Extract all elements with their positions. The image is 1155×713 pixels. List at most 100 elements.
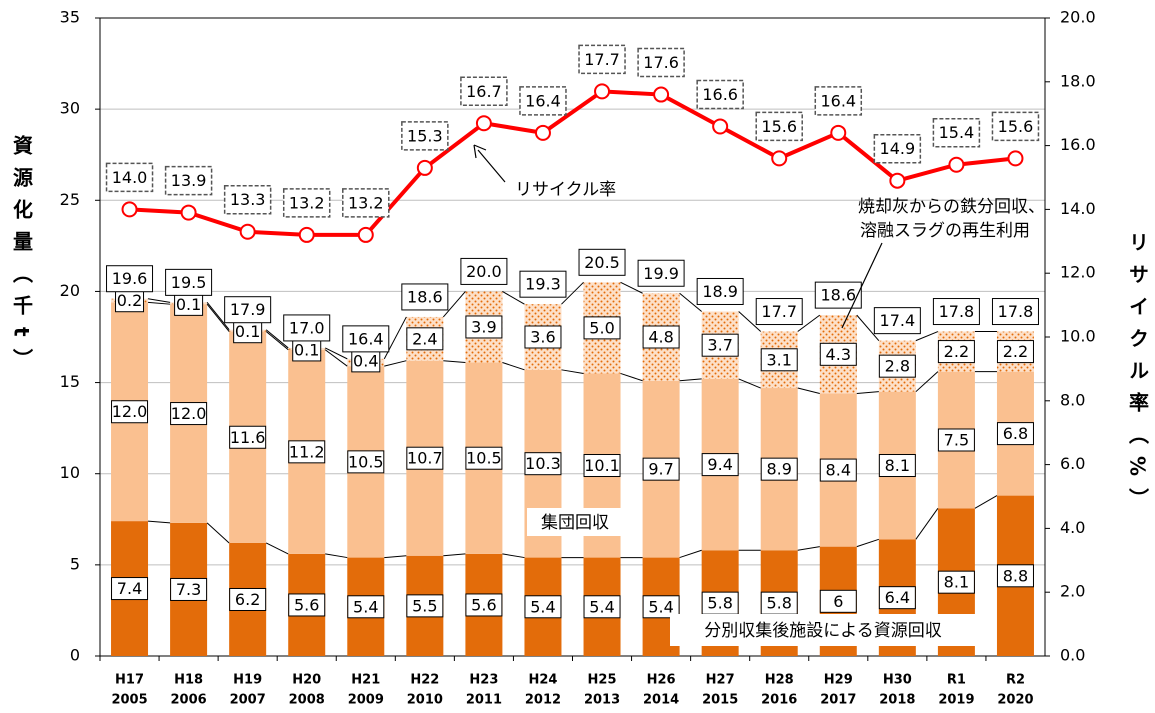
value-label: 3.6: [530, 328, 555, 347]
label-box: [991, 111, 1040, 142]
label-box: [583, 454, 621, 478]
label-box: [760, 457, 798, 481]
value-label: 8.9: [766, 460, 791, 479]
value-label: 5.6: [471, 595, 496, 614]
label-box: [347, 595, 385, 619]
label-box: [465, 593, 503, 617]
label-box: [637, 47, 685, 78]
label-box: [819, 458, 857, 482]
label-box: [873, 133, 922, 164]
label-box: [583, 595, 621, 619]
label-box: [288, 440, 326, 464]
value-label: 8.1: [885, 456, 910, 475]
value-label: 17.6: [643, 53, 679, 72]
x-tick-label: 2020: [997, 693, 1033, 708]
y-tick-label: 5: [70, 554, 80, 573]
value-label: 14.0: [112, 168, 148, 187]
x-tick-label: 2005: [111, 693, 147, 708]
label-box: [460, 257, 508, 285]
value-label: 13.3: [230, 190, 266, 209]
value-label: 14.9: [880, 139, 916, 158]
value-label: 12.0: [171, 404, 207, 423]
connector: [502, 362, 525, 371]
y2-tick-label: 14.0: [1060, 199, 1096, 218]
connector: [384, 360, 407, 367]
value-label: 7.3: [176, 580, 201, 599]
value-label: 5.0: [589, 318, 614, 337]
label-box: [991, 298, 1039, 326]
value-label: 17.9: [230, 300, 266, 319]
value-label: 15.6: [998, 117, 1034, 136]
label-box: [460, 76, 508, 107]
arrow: [477, 149, 506, 183]
value-label: 17.4: [880, 311, 916, 330]
label-box: [696, 79, 744, 110]
line-marker: [948, 156, 965, 173]
label-box: [755, 111, 803, 142]
label-box: [170, 577, 208, 601]
value-label: 0.4: [353, 351, 378, 370]
x-tick-label: H30: [883, 673, 912, 688]
value-label: 18.6: [407, 287, 443, 306]
value-label: 17.8: [998, 302, 1034, 321]
value-label: 10.5: [348, 452, 384, 471]
value-label: 5.6: [294, 595, 319, 614]
value-label: 6.8: [1003, 424, 1028, 443]
connector: [147, 301, 171, 305]
label-box: [524, 595, 562, 619]
line-marker: [771, 150, 788, 167]
value-label: 16.4: [348, 329, 384, 348]
x-tick-label: 2011: [466, 693, 502, 708]
line-marker: [594, 83, 611, 100]
annotation: 集団回収: [541, 513, 609, 533]
x-tick-label: 2008: [289, 693, 325, 708]
value-label: 5.4: [353, 597, 378, 616]
connector: [325, 553, 348, 559]
x-tick-label: H18: [174, 673, 203, 688]
y-tick-label: 15: [60, 372, 80, 391]
connector: [620, 281, 643, 294]
label-box: [465, 446, 503, 470]
value-label: 0.1: [176, 295, 201, 314]
value-label: 16.6: [702, 85, 738, 104]
value-label: 10.5: [466, 449, 502, 468]
y2-tick-label: 4.0: [1060, 518, 1085, 537]
label-box: [878, 354, 916, 378]
value-label: 10.7: [407, 449, 443, 468]
value-label: 10.3: [525, 454, 561, 473]
label-box: [578, 44, 626, 75]
y2-tick-label: 10.0: [1060, 327, 1096, 346]
label-box: [406, 446, 444, 470]
line-marker: [534, 124, 551, 141]
value-label: 17.7: [584, 50, 620, 69]
annotation-bg: [670, 614, 976, 646]
connector: [147, 298, 171, 303]
label-box: [282, 188, 331, 218]
value-label: 16.4: [820, 91, 856, 110]
y2-tick-label: 6.0: [1060, 454, 1085, 473]
label-box: [229, 587, 267, 611]
label-box: [642, 595, 680, 619]
connector: [265, 329, 289, 349]
value-label: 15.4: [939, 123, 975, 142]
label-box: [996, 422, 1034, 446]
value-label: 5.4: [648, 597, 673, 616]
value-label: 2.4: [412, 329, 437, 348]
value-label: 0.1: [294, 340, 319, 359]
label-box: [642, 325, 680, 349]
connector: [679, 378, 702, 382]
x-tick-label: H26: [647, 673, 676, 688]
x-tick-label: H20: [292, 673, 321, 688]
label-box: [524, 452, 562, 476]
label-box: [755, 298, 803, 326]
line-marker: [830, 124, 847, 141]
label-box: [583, 316, 621, 340]
value-label: 5.4: [530, 597, 555, 616]
connector: [679, 292, 702, 312]
label-box: [465, 315, 503, 339]
connector: [442, 291, 466, 318]
label-box: [932, 117, 981, 148]
line-marker: [1007, 150, 1024, 167]
line-marker: [712, 118, 729, 135]
label-box: [701, 333, 739, 357]
